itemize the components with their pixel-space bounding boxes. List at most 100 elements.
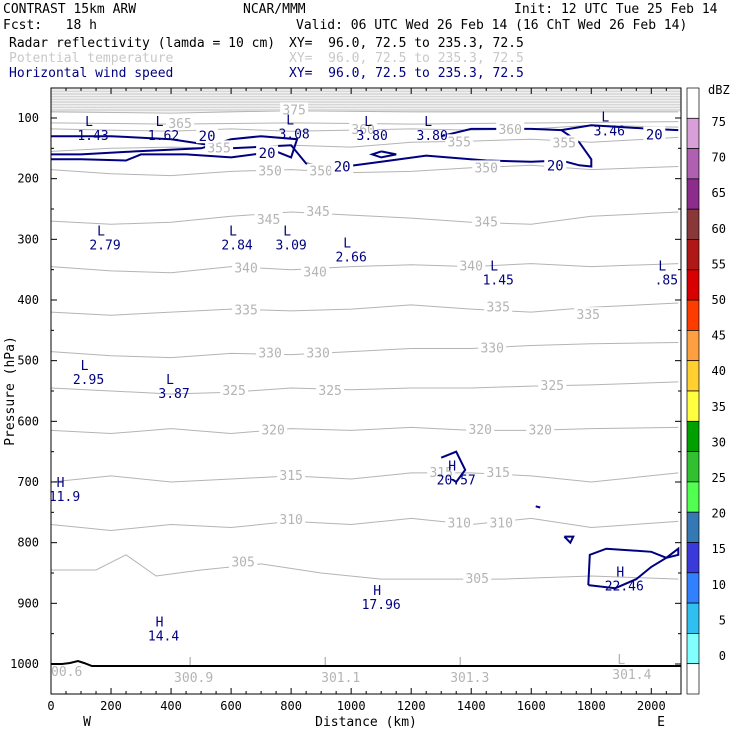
theta-label-bg bbox=[232, 302, 261, 317]
wind-contour-20 bbox=[535, 505, 541, 509]
theta-label-bg bbox=[496, 122, 525, 137]
theta-label-bg bbox=[484, 464, 513, 479]
theta-label-bg bbox=[205, 140, 234, 155]
theta-label-bg bbox=[445, 134, 474, 149]
theta-label-315: 315 bbox=[279, 469, 302, 484]
x-tick-label: 1600 bbox=[517, 699, 546, 713]
theta-label-bg bbox=[526, 422, 555, 437]
wind-low-marker: L bbox=[166, 373, 174, 388]
wind-contour-20 bbox=[369, 150, 397, 159]
colorbar-swatch bbox=[686, 330, 700, 362]
theta-label-310: 310 bbox=[489, 516, 512, 531]
wind-low-marker: L bbox=[424, 115, 432, 130]
wind-low-marker: L bbox=[601, 110, 609, 125]
model-title: CONTRAST 15km ARW bbox=[3, 2, 137, 17]
colorbar-label: 40 bbox=[712, 364, 726, 378]
wind-high-marker: H bbox=[616, 565, 624, 580]
wind-label-bg bbox=[256, 145, 279, 161]
theta-label-345: 345 bbox=[257, 213, 280, 228]
theta-contour-350 bbox=[51, 164, 679, 177]
theta-label-345: 345 bbox=[474, 215, 497, 230]
wind-label-bg bbox=[196, 128, 219, 144]
wind-high-marker: H bbox=[57, 476, 65, 491]
wind-extremum-value: 22.46 bbox=[605, 579, 644, 594]
colorbar-swatch bbox=[686, 602, 700, 634]
x-tick-label: 1200 bbox=[397, 699, 426, 713]
theta-low-marker: L bbox=[617, 653, 625, 668]
theta-label-340: 340 bbox=[459, 260, 482, 275]
theta-bottom-value: 300.9 bbox=[174, 671, 213, 686]
east-label: E bbox=[657, 715, 665, 730]
theta-label-350: 350 bbox=[309, 164, 332, 179]
theta-label-355: 355 bbox=[207, 141, 230, 156]
colorbar-label: 55 bbox=[712, 257, 726, 271]
y-tick-label: 900 bbox=[17, 596, 39, 610]
wind-label-bg bbox=[544, 157, 567, 173]
theta-label-345: 345 bbox=[306, 205, 329, 220]
theta-label-350: 350 bbox=[258, 164, 281, 179]
theta-label-360: 360 bbox=[498, 123, 521, 138]
x-tick-label: 600 bbox=[220, 699, 242, 713]
theta-contour-315 bbox=[51, 472, 679, 483]
wind-extremum-value: 3.46 bbox=[594, 124, 625, 139]
theta-label-bg bbox=[457, 258, 486, 273]
theta-label-bg bbox=[349, 122, 378, 137]
field-theta-name: Potential temperature bbox=[9, 51, 174, 66]
colorbar-label: 70 bbox=[712, 151, 726, 165]
y-axis-label: Pressure (hPa) bbox=[3, 336, 18, 446]
wind-extremum-value: 3.80 bbox=[357, 129, 388, 144]
theta-label-335: 335 bbox=[486, 300, 509, 315]
theta-contour-320 bbox=[51, 426, 679, 435]
theta-label-325: 325 bbox=[222, 384, 245, 399]
theta-contour-340 bbox=[51, 263, 679, 274]
wind-extremum-value: 20.57 bbox=[437, 474, 476, 489]
colorbar-swatch bbox=[686, 542, 700, 574]
wind-low-marker: L bbox=[490, 260, 498, 275]
theta-bottom-value: 301.3 bbox=[450, 671, 489, 686]
wind-low-marker: L bbox=[286, 113, 294, 128]
theta-label-330: 330 bbox=[306, 346, 329, 361]
x-tick-label: 1800 bbox=[577, 699, 606, 713]
wind-label-bg bbox=[643, 126, 666, 142]
colorbar-swatch bbox=[686, 208, 700, 240]
colorbar-label: 45 bbox=[712, 329, 726, 343]
wind-extremum-value: 1.43 bbox=[77, 129, 108, 144]
x-tick-label: 200 bbox=[100, 699, 122, 713]
wind-extremum-value: 2.95 bbox=[73, 373, 104, 388]
wind-extremum-value: 1.45 bbox=[483, 274, 514, 289]
colorbar-label: 50 bbox=[712, 293, 726, 307]
theta-low-marker: L bbox=[323, 656, 331, 671]
wind-low-marker: L bbox=[81, 359, 89, 374]
center-label: NCAR/MMM bbox=[243, 2, 306, 17]
wind-label: 20 bbox=[646, 127, 663, 143]
wind-low-marker: L bbox=[364, 115, 372, 130]
theta-bottom-value: 00.6 bbox=[51, 665, 82, 680]
wind-label: 20 bbox=[334, 160, 351, 176]
theta-label-330: 330 bbox=[258, 346, 281, 361]
theta-label-360: 360 bbox=[351, 123, 374, 138]
theta-label-bg bbox=[277, 512, 306, 527]
west-label: W bbox=[83, 715, 91, 730]
field-wind-name: Horizontal wind speed bbox=[9, 66, 174, 81]
theta-label-bg bbox=[304, 345, 333, 360]
theta-label-bg bbox=[229, 554, 258, 569]
wind-extremum-value: 1.62 bbox=[148, 129, 179, 144]
y-tick-label: 600 bbox=[17, 414, 39, 428]
wind-contour-20 bbox=[51, 135, 299, 162]
wind-extremum-value: 3.80 bbox=[417, 129, 448, 144]
colorbar-swatch bbox=[686, 148, 700, 180]
wind-high-marker: H bbox=[156, 616, 164, 631]
theta-label-375: 375 bbox=[282, 104, 305, 119]
field-theta-xy: XY= 96.0, 72.5 to 235.3, 72.5 bbox=[289, 51, 524, 66]
wind-low-marker: L bbox=[283, 224, 291, 239]
theta-label-330: 330 bbox=[480, 342, 503, 357]
wind-label: 20 bbox=[259, 146, 276, 162]
wind-extremum-value: 11.9 bbox=[49, 490, 80, 505]
theta-label-bg bbox=[472, 214, 501, 229]
wind-low-marker: L bbox=[229, 224, 237, 239]
theta-label-bg bbox=[466, 421, 495, 436]
theta-label-365: 365 bbox=[168, 117, 191, 132]
theta-label-bg bbox=[478, 340, 507, 355]
